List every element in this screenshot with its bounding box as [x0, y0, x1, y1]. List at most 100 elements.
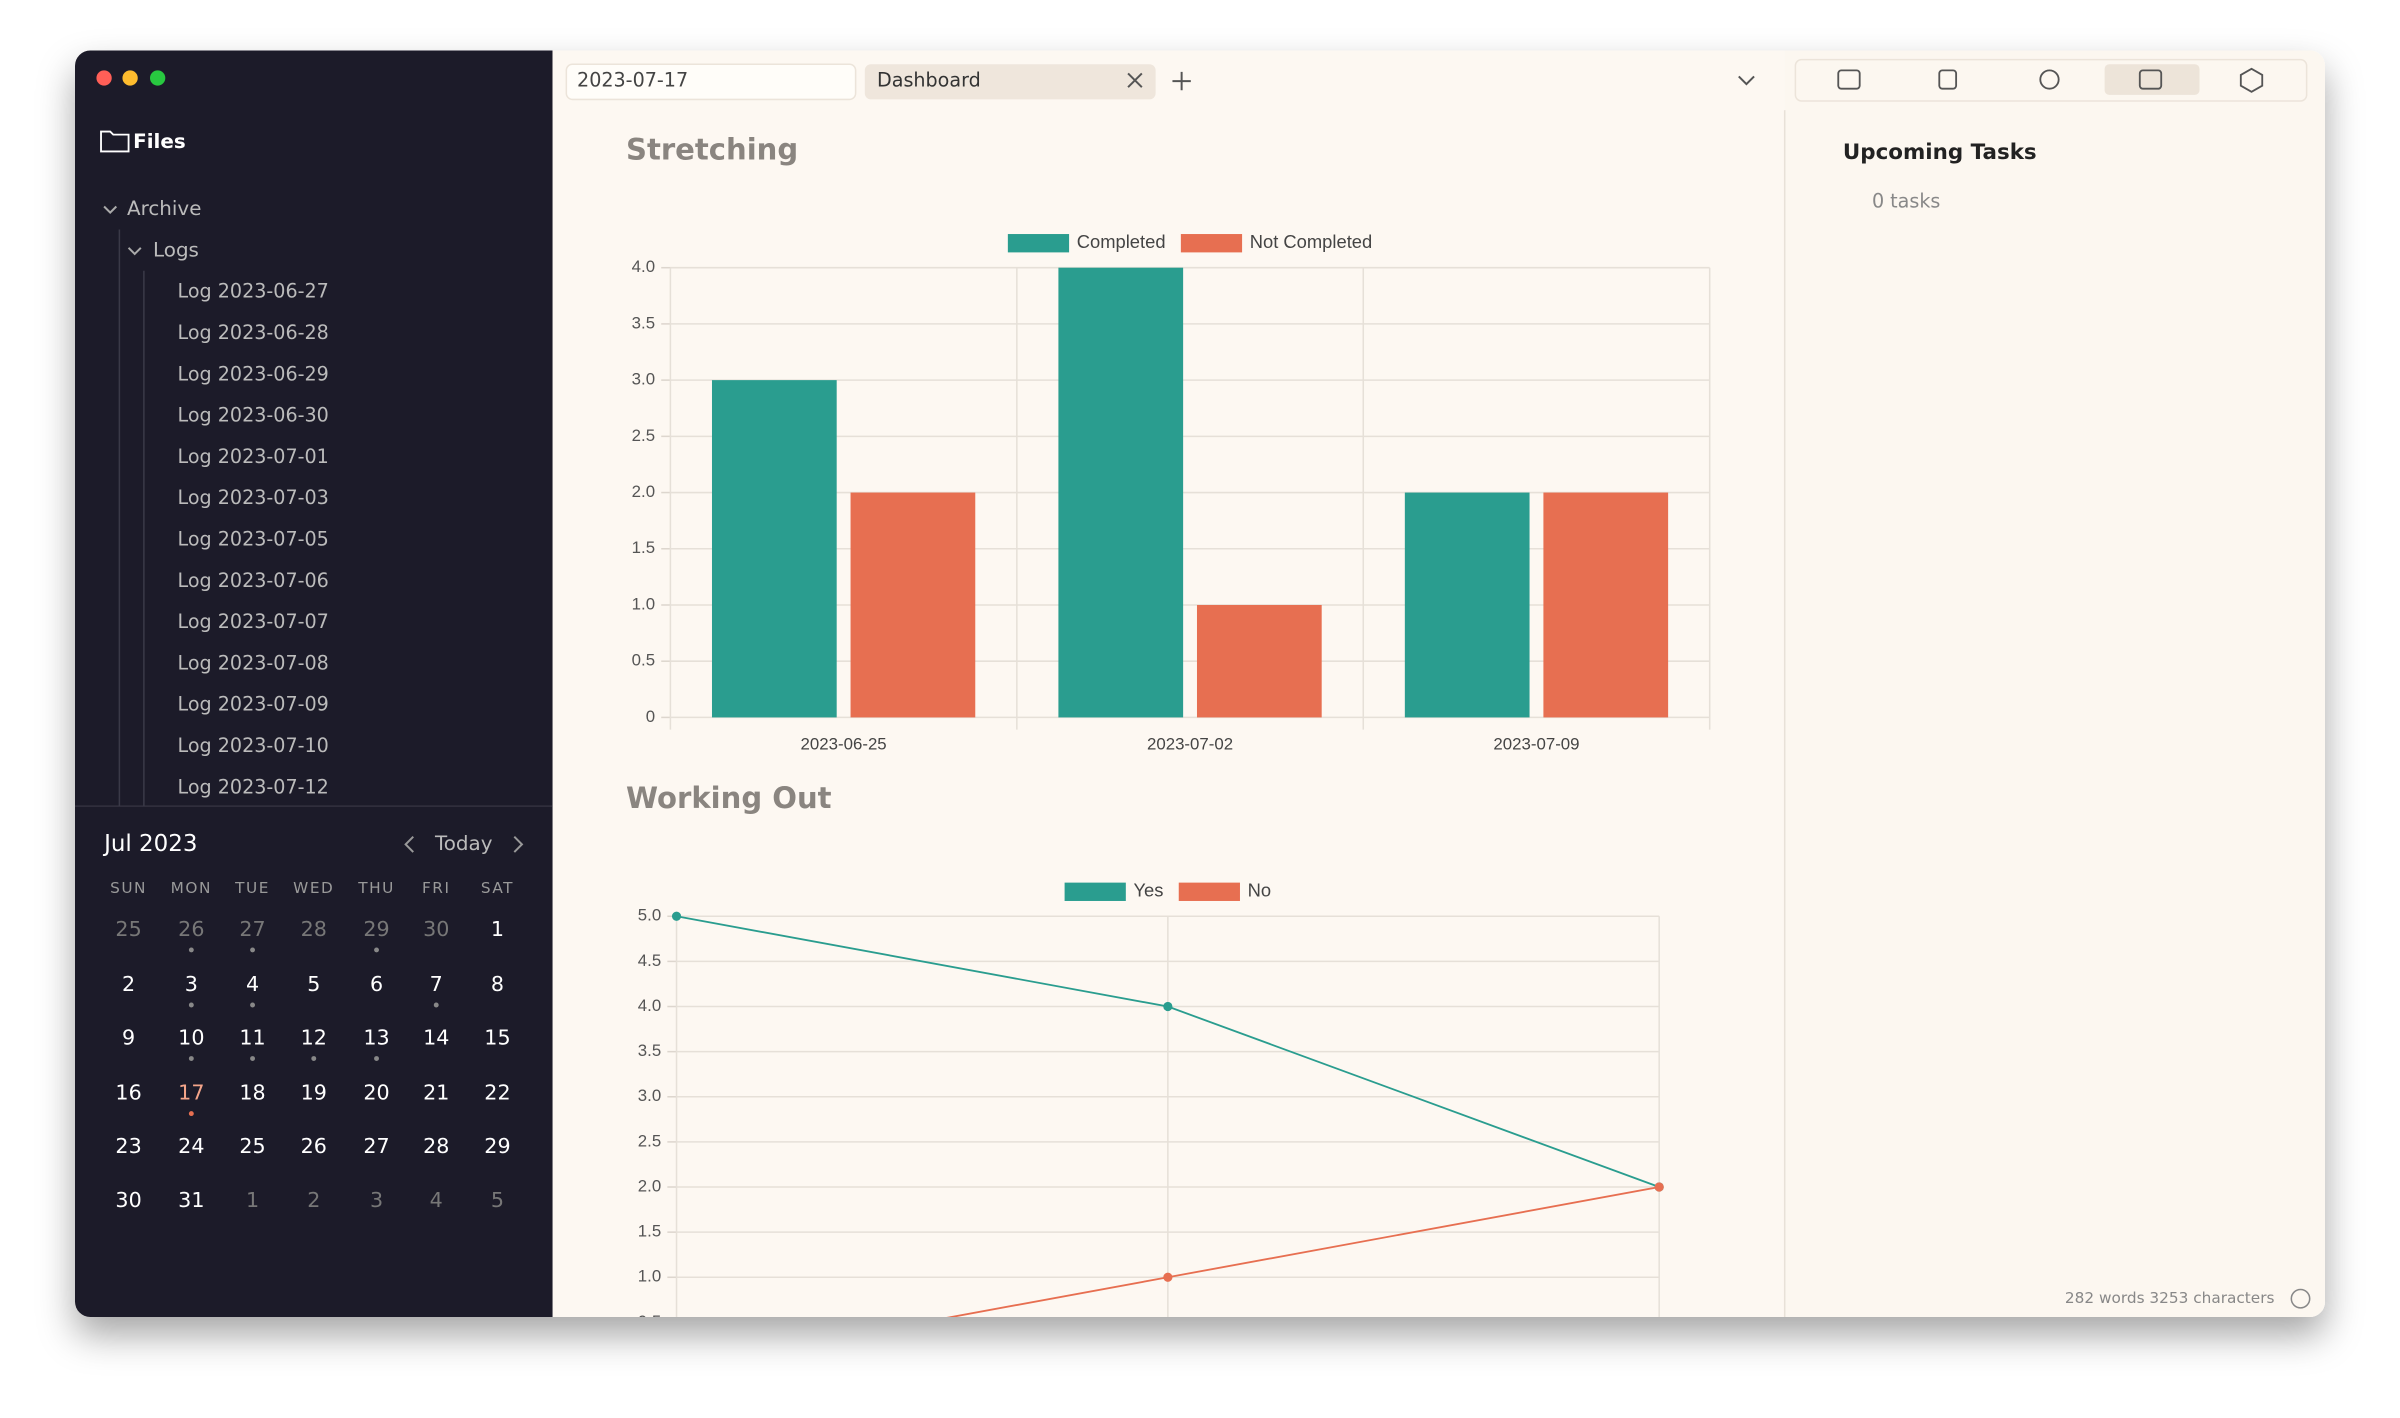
calendar-day[interactable]: 23 [115, 1134, 141, 1158]
file-item[interactable]: Log 2023-06-29 [178, 362, 329, 385]
calendar-day[interactable]: 2 [307, 1188, 320, 1212]
file-item[interactable]: Log 2023-07-10 [178, 734, 329, 757]
calendar-day[interactable]: 3 [370, 1188, 383, 1212]
y-tick-label: 3.5 [632, 313, 655, 332]
file-item[interactable]: Log 2023-06-28 [178, 321, 329, 344]
calendar-day[interactable]: 5 [491, 1188, 504, 1212]
sync-icon[interactable] [2039, 69, 2060, 90]
calendar-day[interactable]: 28 [301, 917, 327, 941]
window-content: Files Archive Logs Jul 2023 Today 2023-0… [75, 50, 2325, 1331]
chart-title: Stretching [626, 132, 798, 166]
calendar-icon[interactable] [2138, 69, 2163, 90]
y-tick-label: 0.5 [638, 1312, 661, 1331]
next-month[interactable] [513, 836, 524, 853]
zoom-button[interactable] [150, 70, 166, 86]
calendar-day[interactable]: 8 [491, 972, 504, 996]
file-item[interactable]: Log 2023-07-07 [178, 610, 329, 633]
legend-label[interactable]: Yes [1133, 880, 1163, 901]
cup-icon[interactable] [1938, 69, 1958, 90]
file-item[interactable]: Log 2023-07-08 [178, 651, 329, 674]
note-dot [188, 1056, 194, 1061]
tab[interactable] [565, 63, 857, 101]
close-tab[interactable] [1127, 72, 1143, 88]
calendar-day[interactable]: 30 [115, 1188, 141, 1212]
file-item[interactable]: Log 2023-07-05 [178, 527, 329, 550]
inbox-icon[interactable] [1837, 69, 1861, 90]
file-item[interactable]: Log 2023-07-06 [178, 569, 329, 592]
prev-month[interactable] [404, 836, 414, 853]
calendar-day[interactable]: 10 [178, 1026, 204, 1050]
calendar-day[interactable]: 5 [307, 972, 320, 996]
calendar-day[interactable]: 29 [484, 1134, 510, 1158]
calendar-day[interactable]: 31 [178, 1188, 204, 1212]
active-tab[interactable] [864, 64, 1156, 100]
new-tab[interactable] [1172, 71, 1191, 91]
calendar-day[interactable]: 28 [423, 1134, 449, 1158]
file-item[interactable]: Log 2023-06-30 [178, 404, 329, 427]
y-tick-label: 1.0 [638, 1267, 661, 1286]
y-tick-label: 1.5 [632, 538, 655, 557]
folder[interactable]: Logs [153, 238, 199, 261]
files-title[interactable]: Files [133, 130, 186, 153]
file-item[interactable]: Log 2023-07-09 [178, 693, 329, 716]
calendar-day[interactable]: 26 [178, 917, 204, 941]
calendar-day[interactable]: 6 [370, 972, 383, 996]
calendar-day[interactable]: 1 [491, 917, 504, 941]
calendar-day[interactable]: 3 [185, 972, 198, 996]
calendar-day[interactable]: 27 [239, 917, 265, 941]
minimize-button[interactable] [122, 70, 138, 86]
today-button[interactable]: Today [434, 832, 493, 855]
calendar-day[interactable]: 7 [430, 972, 443, 996]
legend-label[interactable]: Completed [1077, 231, 1166, 252]
calendar-day[interactable]: 14 [423, 1026, 449, 1050]
calendar-day[interactable]: 1 [246, 1188, 259, 1212]
file-item[interactable]: Log 2023-07-03 [178, 486, 329, 509]
calendar-day[interactable]: 30 [423, 917, 449, 941]
calendar-day[interactable]: 27 [363, 1134, 389, 1158]
chevron[interactable] [103, 205, 118, 215]
tab-title[interactable]: Dashboard [877, 69, 981, 92]
calendar-day[interactable]: 16 [115, 1081, 141, 1105]
weekday: THU [357, 879, 395, 897]
legend-label[interactable]: No [1248, 880, 1271, 901]
file-item[interactable]: Log 2023-06-27 [178, 280, 329, 303]
tab-list[interactable] [1738, 75, 1755, 86]
box-icon[interactable] [2239, 67, 2264, 93]
y-tick-label: 0.5 [632, 651, 655, 670]
calendar-day[interactable]: 17 [178, 1081, 204, 1105]
calendar-day[interactable]: 18 [239, 1081, 265, 1105]
legend-label[interactable]: Not Completed [1250, 231, 1373, 252]
calendar-day[interactable]: 20 [363, 1081, 389, 1105]
point [1163, 1272, 1173, 1282]
task-count: 0 tasks [1872, 189, 1940, 212]
calendar-month: Jul 2023 [102, 831, 197, 857]
file-item[interactable]: Log 2023-07-12 [178, 775, 329, 798]
chart-title: Working Out [626, 781, 832, 815]
calendar-day[interactable]: 11 [239, 1026, 265, 1050]
close-button[interactable] [96, 70, 112, 86]
calendar-day[interactable]: 4 [430, 1188, 443, 1212]
calendar-day[interactable]: 22 [484, 1081, 510, 1105]
calendar-day[interactable]: 25 [115, 917, 141, 941]
folder[interactable]: Archive [127, 197, 201, 220]
calendar-day[interactable]: 12 [301, 1026, 327, 1050]
weekday: MON [171, 879, 212, 897]
chevron[interactable] [127, 247, 142, 256]
calendar-day[interactable]: 15 [484, 1026, 510, 1050]
x-tick-label: 2023-07-09 [1493, 734, 1579, 753]
calendar-day[interactable]: 24 [178, 1134, 204, 1158]
y-tick-label: 1.5 [638, 1222, 661, 1241]
file-item[interactable]: Log 2023-07-01 [178, 445, 329, 468]
calendar-day[interactable]: 29 [363, 917, 389, 941]
calendar-day[interactable]: 9 [122, 1026, 135, 1050]
tab-title[interactable]: 2023-07-17 [577, 69, 688, 92]
note-dot [250, 1056, 255, 1061]
y-tick-label: 2.0 [632, 482, 655, 501]
calendar-day[interactable]: 13 [363, 1026, 389, 1050]
calendar-day[interactable]: 2 [122, 972, 135, 996]
calendar-day[interactable]: 26 [301, 1134, 327, 1158]
calendar-day[interactable]: 25 [239, 1134, 265, 1158]
calendar-day[interactable]: 19 [301, 1081, 327, 1105]
calendar-day[interactable]: 4 [246, 972, 259, 996]
calendar-day[interactable]: 21 [423, 1081, 449, 1105]
